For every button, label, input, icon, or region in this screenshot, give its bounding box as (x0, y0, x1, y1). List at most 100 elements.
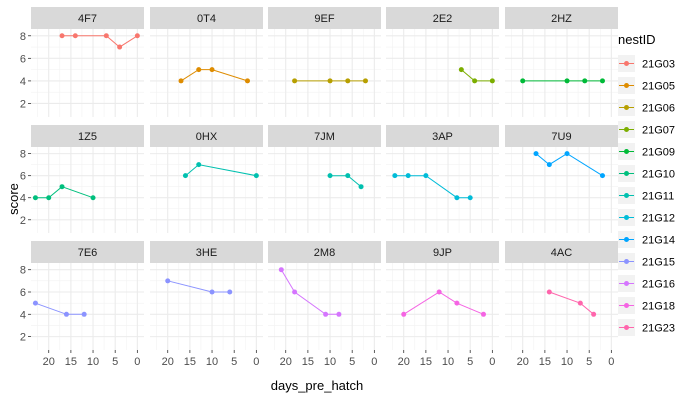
data-point (46, 195, 52, 201)
facet-panel-7u9: 7U9 (505, 125, 618, 233)
data-point (591, 311, 597, 317)
data-point (405, 173, 411, 179)
y-tick-label: 4 (20, 193, 26, 205)
legend-label: 21G16 (642, 279, 675, 291)
data-point (81, 311, 87, 317)
facet-panel-9jp: 9JP 20 15 10 5 0 (386, 241, 499, 368)
data-point (358, 184, 364, 190)
facet-strip-label: 9EF (314, 13, 334, 25)
data-point (117, 44, 123, 50)
data-point (582, 78, 588, 84)
legend-label: 21G09 (642, 147, 675, 159)
data-point (362, 78, 368, 84)
legend-key-point (624, 193, 629, 198)
facet-strip-label: 2M8 (314, 247, 335, 259)
facet-panel-7e6: 7E6 2 4 6 8 20 15 10 5 0 (20, 241, 144, 368)
legend-item-21g16: 21G16 (618, 275, 675, 292)
legend-key-point (624, 325, 629, 330)
legend-key-point (624, 215, 629, 220)
legend-label: 21G07 (642, 125, 675, 137)
facet-panel-1z5: 1Z5 2 4 6 8 (20, 125, 144, 233)
data-point (72, 33, 78, 39)
series-line (280, 269, 339, 315)
legend-key-point (624, 127, 629, 132)
y-tick-label: 6 (20, 53, 26, 65)
facet-strip (505, 241, 618, 263)
y-tick-label: 8 (20, 31, 26, 43)
data-point (32, 195, 38, 201)
legend-item-21g11: 21G11 (618, 187, 674, 204)
data-point (489, 78, 495, 84)
legend-label: 21G14 (642, 235, 675, 247)
series-line (167, 280, 230, 293)
facet-panel-4ac: 4AC 20 15 10 5 0 (505, 241, 618, 368)
x-tick-label: 0 (371, 356, 377, 368)
y-tick-label: 4 (20, 309, 26, 321)
y-tick-label: 8 (20, 265, 26, 277)
data-point (345, 173, 351, 179)
data-point (436, 289, 442, 295)
legend-item-21g09: 21G09 (618, 143, 675, 160)
x-tick-label: 5 (231, 356, 237, 368)
series-line (403, 291, 484, 315)
facet-strip-label: 4F7 (78, 13, 97, 25)
facet-panel-3he: 3HE 20 15 10 5 0 (150, 241, 263, 368)
data-point (278, 267, 284, 273)
data-point (546, 289, 552, 295)
facet-strip-label: 3AP (432, 131, 453, 143)
facet-strip (386, 125, 499, 147)
y-tick-label: 2 (20, 332, 26, 344)
legend-item-21g14: 21G14 (618, 231, 675, 248)
data-point (345, 78, 351, 84)
x-tick-label: 15 (420, 356, 432, 368)
facet-strip (150, 125, 263, 147)
data-point (599, 78, 605, 84)
x-tick-label: 5 (467, 356, 473, 368)
legend-label: 21G23 (642, 323, 675, 335)
facet-strip (268, 125, 381, 147)
legend-key-point (624, 281, 629, 286)
data-point (520, 78, 526, 84)
data-point (165, 278, 171, 284)
legend-item-21g23: 21G23 (618, 319, 675, 336)
data-point (134, 33, 140, 39)
data-point (209, 289, 215, 295)
legend-label: 21G12 (642, 213, 675, 225)
facet-strip-label: 0T4 (197, 13, 216, 25)
series-line (330, 175, 362, 188)
x-tick-label: 15 (539, 356, 551, 368)
x-tick-label: 0 (489, 356, 495, 368)
legend-key-point (624, 149, 629, 154)
facet-strip-label: 3HE (196, 247, 217, 259)
data-point (401, 311, 407, 317)
x-tick-label: 0 (608, 356, 614, 368)
legend-item-21g06: 21G06 (618, 99, 675, 116)
data-point (546, 162, 552, 168)
facet-strip (505, 7, 618, 29)
facet-panel-9ef: 9EF (268, 7, 381, 117)
legend-label: 21G05 (642, 81, 675, 93)
facet-strip (31, 125, 144, 147)
facet-strip (150, 241, 263, 263)
data-point (59, 33, 65, 39)
x-tick-label: 15 (184, 356, 196, 368)
facet-strip-label: 2HZ (551, 13, 572, 25)
data-point (63, 311, 69, 317)
x-tick-label: 5 (586, 356, 592, 368)
legend-key-point (624, 83, 629, 88)
legend-key-point (624, 105, 629, 110)
x-tick-label: 10 (442, 356, 454, 368)
x-tick-label: 10 (324, 356, 336, 368)
data-point (533, 151, 539, 157)
y-tick-label: 6 (20, 287, 26, 299)
x-tick-label: 20 (162, 356, 174, 368)
x-tick-label: 10 (206, 356, 218, 368)
data-point (327, 78, 333, 84)
facet-panel-0hx: 0HX (150, 125, 263, 233)
facet-panel-2m8: 2M8 20 15 10 5 0 (268, 241, 381, 368)
data-point (392, 173, 398, 179)
facet-strip-label: 9JP (433, 247, 452, 259)
x-tick-label: 15 (302, 356, 314, 368)
facet-strip (31, 241, 144, 263)
